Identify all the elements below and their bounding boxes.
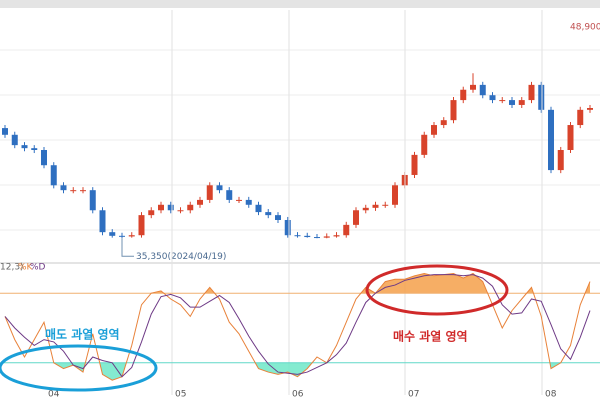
candle-body	[11, 134, 18, 146]
candle-body	[187, 204, 194, 211]
candle-body	[206, 185, 213, 200]
candle-body	[236, 199, 242, 201]
highlight-ellipse	[365, 264, 509, 316]
candle-body	[411, 154, 418, 175]
candle-body	[450, 100, 457, 121]
candle-body	[460, 89, 467, 101]
candle-body	[265, 212, 272, 216]
candle-body	[509, 100, 515, 105]
annotation: 35,350(2024/04/19)	[136, 252, 226, 262]
candle-body	[21, 145, 28, 149]
candle-body	[70, 190, 77, 192]
candle-body	[382, 204, 389, 206]
annotation-leader	[121, 238, 134, 257]
candle-body	[538, 84, 545, 110]
candle-body	[577, 109, 584, 126]
overheat-area	[5, 273, 590, 294]
candle-body	[499, 100, 506, 102]
candle-body	[392, 185, 398, 205]
candle-body	[245, 199, 252, 205]
candle-body	[518, 100, 525, 105]
candle-body	[587, 108, 593, 110]
candle-body	[31, 148, 38, 150]
annotation: 매수 과열 영역	[393, 329, 468, 344]
legend-entry: %K	[18, 263, 34, 273]
indicator-label: 12,3)	[0, 263, 24, 273]
candle-body	[255, 204, 262, 213]
overheat-area	[5, 362, 590, 381]
candle-body	[119, 235, 125, 237]
candle-body	[343, 224, 350, 236]
candle-body	[557, 150, 564, 171]
candle-body	[138, 215, 145, 236]
candle-body	[323, 236, 330, 238]
x-tick-label: 08	[545, 390, 557, 400]
candle-body	[177, 210, 184, 212]
candle-body	[167, 204, 174, 211]
candle-body	[148, 210, 155, 216]
indicator-line	[4, 274, 591, 378]
candle-body	[470, 84, 476, 90]
candle-body	[41, 150, 47, 166]
x-tick-label: 06	[292, 390, 304, 400]
candle-body	[60, 185, 67, 191]
candle-body	[353, 210, 359, 225]
candle-body	[362, 207, 369, 211]
candle-body	[431, 125, 437, 135]
candle-body	[216, 185, 223, 191]
candle-body	[158, 204, 164, 211]
candle-body	[2, 128, 8, 135]
candle-body	[333, 235, 340, 237]
x-tick-label: 07	[408, 390, 419, 400]
candle-body	[567, 125, 574, 150]
annotation: 매도 과열 영역	[45, 327, 120, 342]
candle-body	[197, 199, 203, 205]
highlight-ellipse	[0, 344, 158, 392]
candle-body	[479, 84, 486, 96]
candle-body	[489, 95, 496, 101]
candle-body	[80, 190, 86, 192]
candle-body	[304, 235, 311, 238]
candle-body	[284, 220, 291, 236]
candle-body	[548, 109, 554, 171]
candle-body	[440, 120, 447, 126]
candle-body	[50, 165, 57, 186]
x-tick-label: 05	[175, 390, 186, 400]
legend-entry: %D	[30, 263, 46, 273]
candle-body	[89, 190, 96, 211]
candle-body	[372, 204, 379, 208]
candle-body	[226, 190, 233, 200]
candle-body	[314, 237, 320, 239]
candle-body	[109, 232, 116, 236]
candle-body	[421, 134, 428, 155]
annotation: 48,900(2024	[570, 23, 600, 33]
candle-body	[275, 215, 281, 220]
top-bar	[0, 0, 600, 8]
candle-body	[528, 84, 535, 101]
x-tick-label: 04	[48, 390, 60, 400]
candle-body	[99, 210, 106, 233]
candle-body	[128, 235, 135, 237]
candle-body	[294, 235, 301, 237]
